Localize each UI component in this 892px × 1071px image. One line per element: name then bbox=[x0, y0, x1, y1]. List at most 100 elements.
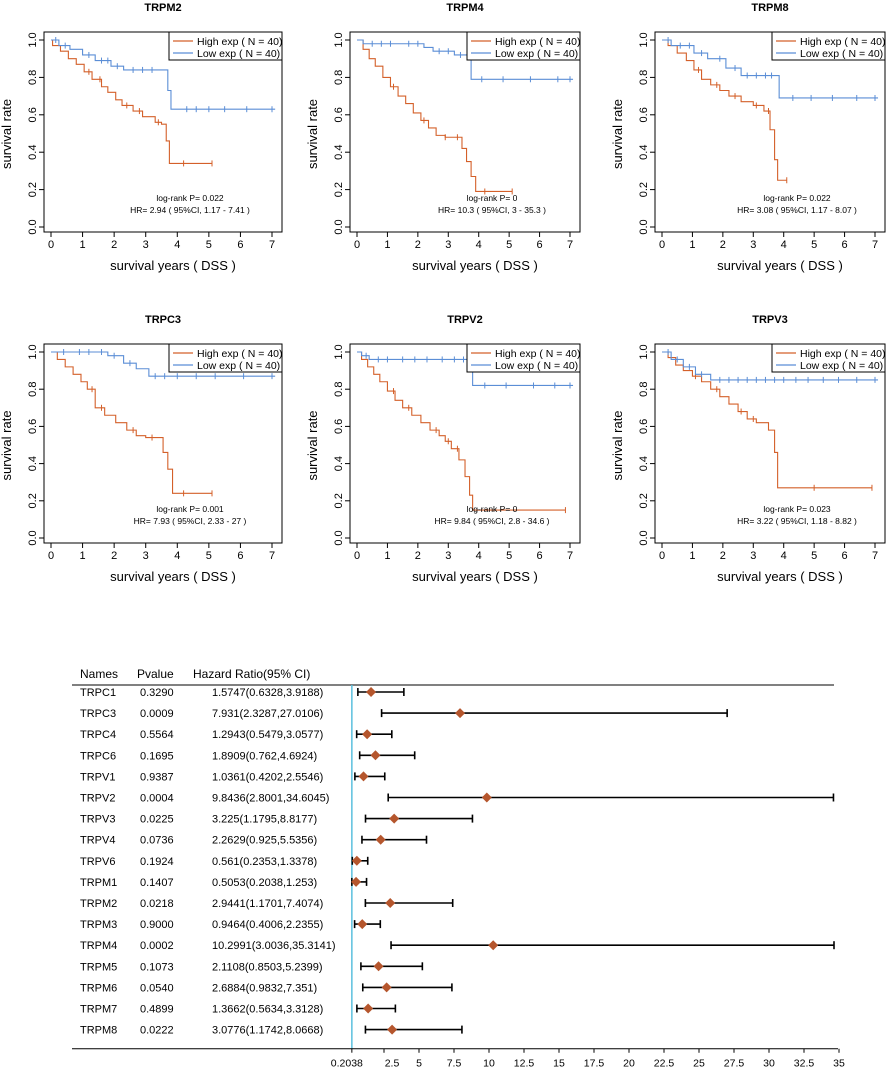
plot-frame bbox=[43, 31, 283, 233]
p-value: 0.9000 bbox=[140, 919, 174, 931]
gene-name: TRPM8 bbox=[80, 1025, 117, 1037]
forest-row-trpm5: TRPM5 0.1073 2.1108(0.8503,5.2399) bbox=[80, 961, 424, 973]
forest-row-trpv4: TRPV4 0.0736 2.2629(0.925,5.5356) bbox=[80, 834, 428, 847]
x-axis-label: Hazard Ratio bbox=[543, 1070, 613, 1071]
p-value: 0.1924 bbox=[140, 856, 174, 868]
column-header-hazard-ratio: Hazard Ratio(95% CI) bbox=[193, 667, 310, 681]
panel-title: TRPV2 bbox=[447, 314, 482, 326]
legend-label: Low exp ( N = 40) bbox=[495, 48, 578, 60]
y-axis-label: survival rate bbox=[0, 410, 14, 480]
x-tick-label: 3 bbox=[445, 550, 451, 562]
legend-box bbox=[771, 31, 886, 61]
x-tick-label: 3 bbox=[750, 550, 756, 562]
x-tick-label: 2.5 bbox=[385, 1058, 400, 1070]
y-tick-label: 0.6 bbox=[638, 419, 650, 434]
x-tick-label: 1 bbox=[384, 550, 390, 562]
hr-point-diamond bbox=[358, 771, 369, 782]
hr-point-diamond bbox=[375, 834, 386, 845]
x-tick-label: 1 bbox=[689, 550, 695, 562]
y-tick-label: 0.0 bbox=[333, 530, 345, 545]
x-tick-label: 1 bbox=[80, 239, 86, 251]
p-value: 0.0004 bbox=[140, 793, 174, 805]
y-tick-label: 1.0 bbox=[27, 32, 39, 47]
y-axis-label: survival rate bbox=[0, 99, 14, 169]
x-tick-label: 5 bbox=[811, 550, 817, 562]
p-value: 0.0002 bbox=[140, 940, 174, 952]
y-tick-label: 0.6 bbox=[27, 107, 39, 122]
km-panel-trpm2: TRPM2 0 1 2 3 4 5 6 7 0.0 0.2 0.4 0.6 0.8 1.0 survival … bbox=[0, 2, 283, 273]
y-tick-label: 0.8 bbox=[638, 382, 650, 397]
x-tick-label: 4 bbox=[174, 239, 180, 251]
y-tick-label: 0.0 bbox=[27, 530, 39, 545]
low-exp-curve bbox=[51, 39, 276, 110]
legend-box bbox=[771, 343, 886, 373]
hr-point-diamond bbox=[381, 982, 392, 993]
x-tick-label: 7 bbox=[269, 239, 275, 251]
forest-row-trpm8: TRPM8 0.0222 3.0776(1.1742,8.0668) bbox=[80, 1024, 463, 1037]
km-panel-trpm4: TRPM4 0 1 2 3 4 5 6 7 0.0 0.2 0.4 0.6 0.8 1.0 survival … bbox=[305, 2, 581, 273]
column-header-pvalue: Pvalue bbox=[137, 667, 174, 681]
gene-name: TRPM2 bbox=[80, 898, 117, 910]
x-tick-label: 5 bbox=[811, 239, 817, 251]
y-tick-label: 0.4 bbox=[638, 145, 650, 160]
y-axis-label: survival rate bbox=[305, 99, 320, 169]
hr-point-diamond bbox=[455, 708, 466, 719]
hr-ci-text: 1.0361(0.4202,2.5546) bbox=[212, 771, 323, 783]
hazard-ratio-ci: HR= 10.3 ( 95%CI, 3 - 35.3 ) bbox=[438, 205, 546, 215]
forest-row-trpm6: TRPM6 0.0540 2.6884(0.9832,7.351) bbox=[80, 982, 453, 994]
x-tick-label: 1 bbox=[384, 239, 390, 251]
hr-point-diamond bbox=[385, 898, 396, 908]
km-panel-trpv3: TRPV3 0 1 2 3 4 5 6 7 0.0 0.2 0.4 0.6 0.8 1.0 survival … bbox=[610, 314, 886, 584]
x-tick-label: 4 bbox=[781, 239, 787, 251]
gene-name: TRPV2 bbox=[80, 793, 115, 805]
y-tick-label: 1.0 bbox=[638, 344, 650, 359]
gene-name: TRPC4 bbox=[80, 729, 116, 741]
x-axis-label: survival years ( DSS ) bbox=[412, 569, 538, 584]
logrank-p-value: log-rank P= 0 bbox=[467, 504, 518, 514]
high-exp-curve bbox=[662, 351, 872, 489]
hr-ci-text: 2.9441(1.1701,7.4074) bbox=[212, 898, 323, 910]
y-tick-label: 0.0 bbox=[333, 219, 345, 234]
x-axis-label: survival years ( DSS ) bbox=[717, 569, 843, 584]
x-tick-label: 6 bbox=[237, 550, 243, 562]
y-tick-label: 1.0 bbox=[638, 32, 650, 47]
x-tick-label: 3 bbox=[750, 239, 756, 251]
x-tick-label: 2 bbox=[415, 239, 421, 251]
hr-ci-text: 0.5053(0.2038,1.253) bbox=[212, 877, 317, 889]
x-tick-label: 7 bbox=[872, 550, 878, 562]
x-tick-label: 3 bbox=[143, 239, 149, 251]
forest-row-trpm7: TRPM7 0.4899 1.3662(0.5634,3.3128) bbox=[80, 1003, 397, 1016]
x-tick-label: 0 bbox=[354, 550, 360, 562]
gene-name: TRPM1 bbox=[80, 877, 117, 889]
high-exp-curve bbox=[357, 351, 566, 511]
x-tick-label: 6 bbox=[537, 550, 543, 562]
x-tick-label: 25 bbox=[693, 1058, 705, 1070]
legend-label: High exp ( N = 40) bbox=[800, 36, 886, 48]
forest-row-trpm3: TRPM3 0.9000 0.9464(0.4006,2.2355) bbox=[80, 919, 382, 931]
x-axis-label: survival years ( DSS ) bbox=[412, 258, 538, 273]
x-tick-label: 22.5 bbox=[654, 1058, 675, 1070]
x-tick-label: 7.5 bbox=[447, 1058, 462, 1070]
hr-ci-text: 0.561(0.2353,1.3378) bbox=[212, 856, 317, 868]
p-value: 0.1695 bbox=[140, 750, 174, 762]
forest-row-trpm2: TRPM2 0.0218 2.9441(1.1701,7.4074) bbox=[80, 898, 454, 910]
x-tick-label: 4 bbox=[476, 239, 482, 251]
x-axis-label: survival years ( DSS ) bbox=[717, 258, 843, 273]
gene-name: TRPV4 bbox=[80, 835, 115, 847]
y-tick-label: 0.6 bbox=[638, 107, 650, 122]
forest-row-trpv2: TRPV2 0.0004 9.8436(2.8001,34.6045) bbox=[80, 792, 835, 805]
legend-label: High exp ( N = 40) bbox=[197, 36, 283, 48]
x-tick-label: 1 bbox=[80, 550, 86, 562]
y-tick-label: 0.4 bbox=[27, 456, 39, 471]
column-header-names: Names bbox=[80, 667, 118, 681]
hazard-ratio-ci: HR= 7.93 ( 95%CI, 2.33 - 27 ) bbox=[134, 516, 247, 526]
hr-ci-text: 7.931(2.3287,27.0106) bbox=[212, 708, 323, 720]
x-tick-label: 3 bbox=[143, 550, 149, 562]
x-tick-label: 5 bbox=[506, 550, 512, 562]
y-tick-label: 0.0 bbox=[638, 530, 650, 545]
forest-plot: Names Pvalue Hazard Ratio(95% CI) TRPC1 0.32… bbox=[72, 667, 845, 1071]
hr-point-diamond bbox=[351, 876, 362, 887]
logrank-p-value: log-rank P= 0.023 bbox=[763, 504, 831, 514]
p-value: 0.1073 bbox=[140, 961, 174, 973]
x-tick-label: 7 bbox=[269, 550, 275, 562]
